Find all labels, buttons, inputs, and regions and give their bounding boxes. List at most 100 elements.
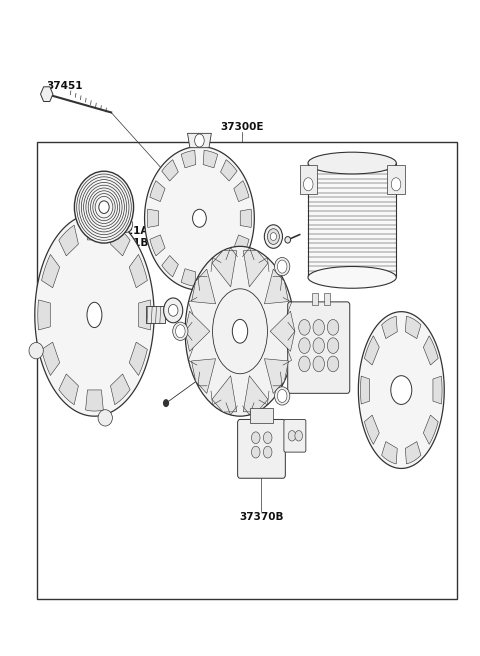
Ellipse shape [270, 233, 276, 241]
Bar [300, 165, 317, 194]
FancyBboxPatch shape [238, 419, 285, 478]
Text: 37321A: 37321A [104, 226, 148, 236]
Polygon shape [212, 376, 237, 412]
Circle shape [327, 356, 339, 372]
Polygon shape [234, 180, 249, 201]
FancyBboxPatch shape [288, 302, 350, 394]
Polygon shape [264, 269, 288, 304]
Polygon shape [144, 146, 254, 290]
Ellipse shape [98, 410, 112, 426]
Ellipse shape [192, 209, 206, 227]
Circle shape [391, 376, 412, 405]
Polygon shape [433, 376, 442, 404]
Ellipse shape [168, 304, 178, 316]
Polygon shape [382, 441, 397, 464]
Ellipse shape [232, 319, 248, 343]
Ellipse shape [29, 342, 43, 359]
Bar [324, 293, 330, 305]
FancyBboxPatch shape [284, 419, 306, 452]
Ellipse shape [264, 225, 282, 249]
Polygon shape [243, 251, 268, 287]
Polygon shape [240, 209, 252, 228]
Polygon shape [147, 209, 159, 228]
Ellipse shape [267, 229, 279, 245]
Polygon shape [129, 342, 147, 375]
Ellipse shape [164, 298, 183, 323]
Circle shape [288, 430, 296, 441]
Bar [37, 142, 457, 599]
Polygon shape [188, 133, 211, 148]
Bar [387, 165, 405, 194]
Polygon shape [364, 336, 379, 365]
Ellipse shape [308, 152, 396, 174]
Ellipse shape [275, 257, 290, 276]
Circle shape [391, 178, 401, 191]
Polygon shape [364, 415, 379, 444]
Polygon shape [220, 255, 237, 277]
Polygon shape [423, 336, 438, 365]
Polygon shape [129, 255, 147, 288]
Circle shape [327, 319, 339, 335]
Circle shape [327, 338, 339, 354]
Polygon shape [192, 269, 216, 304]
Ellipse shape [87, 302, 102, 327]
Bar [312, 293, 318, 305]
Ellipse shape [74, 171, 133, 243]
Ellipse shape [173, 322, 188, 340]
Polygon shape [35, 214, 154, 416]
Circle shape [303, 178, 313, 191]
Polygon shape [270, 311, 295, 352]
Polygon shape [405, 316, 421, 338]
Circle shape [299, 319, 310, 335]
Polygon shape [264, 359, 288, 394]
Circle shape [264, 446, 272, 458]
Ellipse shape [285, 237, 290, 243]
Text: 37321B: 37321B [104, 238, 148, 248]
Text: 37451: 37451 [47, 81, 83, 91]
Polygon shape [192, 359, 216, 394]
Polygon shape [59, 225, 78, 256]
Polygon shape [243, 376, 268, 412]
Polygon shape [423, 415, 438, 444]
Circle shape [264, 432, 272, 443]
Polygon shape [405, 441, 421, 464]
Circle shape [176, 325, 185, 338]
Circle shape [195, 134, 204, 147]
Polygon shape [382, 316, 397, 338]
Polygon shape [150, 235, 165, 256]
Text: 37370B: 37370B [239, 512, 284, 522]
Text: 37300E: 37300E [221, 122, 264, 132]
Polygon shape [234, 235, 249, 256]
Circle shape [295, 430, 302, 441]
Polygon shape [139, 300, 151, 330]
Polygon shape [42, 342, 60, 375]
Polygon shape [85, 218, 103, 240]
Bar [250, 408, 274, 422]
Polygon shape [185, 311, 210, 352]
Circle shape [252, 446, 260, 458]
Polygon shape [181, 269, 196, 286]
Polygon shape [38, 300, 50, 330]
Circle shape [277, 390, 287, 403]
Bar [146, 306, 165, 323]
Circle shape [164, 400, 168, 406]
Polygon shape [203, 150, 218, 168]
Polygon shape [59, 374, 78, 405]
Circle shape [277, 260, 287, 273]
Circle shape [299, 338, 310, 354]
Circle shape [313, 356, 324, 372]
Polygon shape [85, 390, 103, 411]
Circle shape [252, 432, 260, 443]
Polygon shape [359, 312, 444, 468]
Ellipse shape [185, 247, 295, 416]
Ellipse shape [275, 387, 290, 405]
Polygon shape [162, 255, 179, 277]
Ellipse shape [396, 380, 407, 400]
Ellipse shape [118, 216, 132, 233]
Circle shape [313, 338, 324, 354]
Circle shape [299, 356, 310, 372]
Polygon shape [181, 150, 196, 168]
Ellipse shape [99, 201, 109, 213]
Polygon shape [42, 255, 60, 288]
Polygon shape [203, 269, 218, 286]
